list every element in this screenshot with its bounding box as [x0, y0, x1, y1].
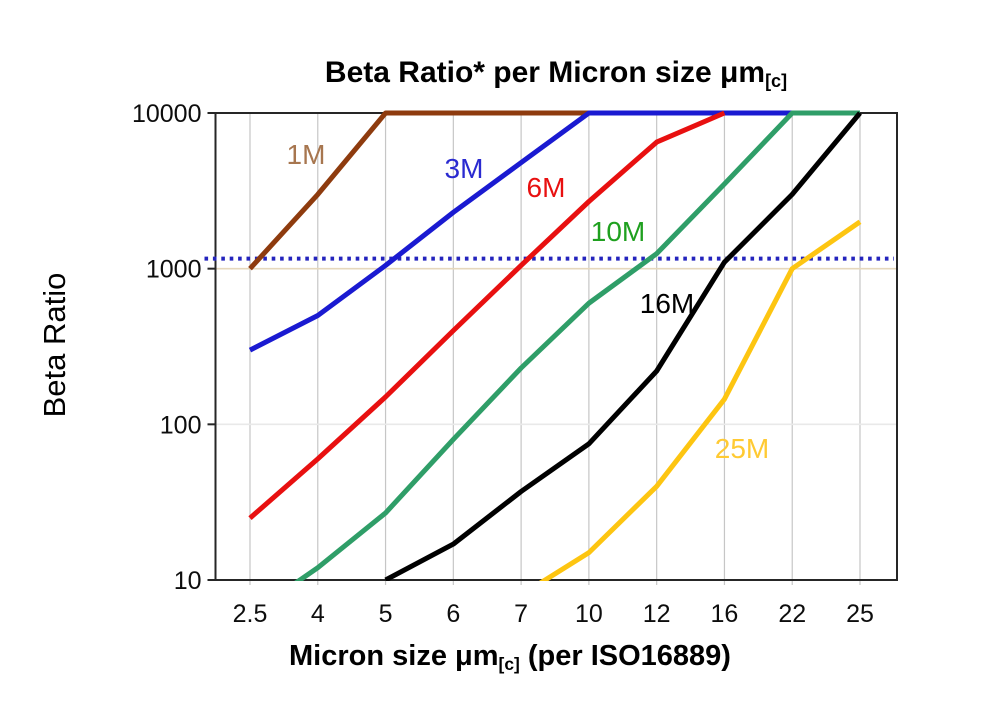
x-axis-tick-label: 5	[379, 600, 393, 628]
x-axis-tick-label: 10	[575, 600, 603, 628]
series-line-1M	[248, 110, 589, 271]
series-label-1M: 1M	[287, 139, 326, 170]
x-axis-title-unit-subscript: [c]	[498, 653, 520, 674]
series-label-10M: 10M	[591, 216, 645, 247]
series-line-6M	[248, 110, 726, 520]
x-axis-tick-label: 12	[643, 600, 671, 628]
x-axis-tick-label: 6	[446, 600, 460, 628]
chart-title-unit-subscript: [c]	[765, 71, 788, 92]
y-axis-tick-label: 10000	[132, 100, 202, 128]
x-axis-title-text: Micron size	[289, 640, 456, 672]
x-axis-tick-label: 16	[711, 600, 739, 628]
x-axis-tick-label: 7	[514, 600, 528, 628]
y-axis-tick-label: 1000	[146, 256, 202, 284]
y-axis-tick-label: 100	[160, 411, 202, 439]
x-axis-tick-label: 4	[311, 600, 325, 628]
y-axis-tick-label: 10	[174, 567, 202, 595]
x-axis-title-suffix: (per ISO16889)	[519, 640, 731, 672]
series-label-25M: 25M	[715, 433, 769, 464]
series-line-3M	[248, 110, 793, 353]
series-line-25M	[538, 219, 862, 581]
chart-title-text: Beta Ratio* per Micron size	[324, 56, 721, 89]
chart-title: Beta Ratio* per Micron size μm[c]	[215, 56, 897, 92]
chart-title-unit: μm	[720, 56, 766, 89]
series-label-16M: 16M	[640, 288, 694, 319]
x-axis-tick-label: 22	[778, 600, 806, 628]
x-axis-title-unit: μm	[455, 640, 499, 672]
x-axis-tick-label: 2.5	[233, 600, 268, 628]
series-label-3M: 3M	[445, 153, 484, 184]
series-line-16M	[384, 111, 862, 581]
x-axis-tick-label: 25	[846, 600, 874, 628]
series-line-10M	[294, 110, 860, 581]
series-label-6M: 6M	[527, 172, 566, 203]
x-axis-title: Micron size μm[c] (per ISO16889)	[165, 640, 855, 675]
